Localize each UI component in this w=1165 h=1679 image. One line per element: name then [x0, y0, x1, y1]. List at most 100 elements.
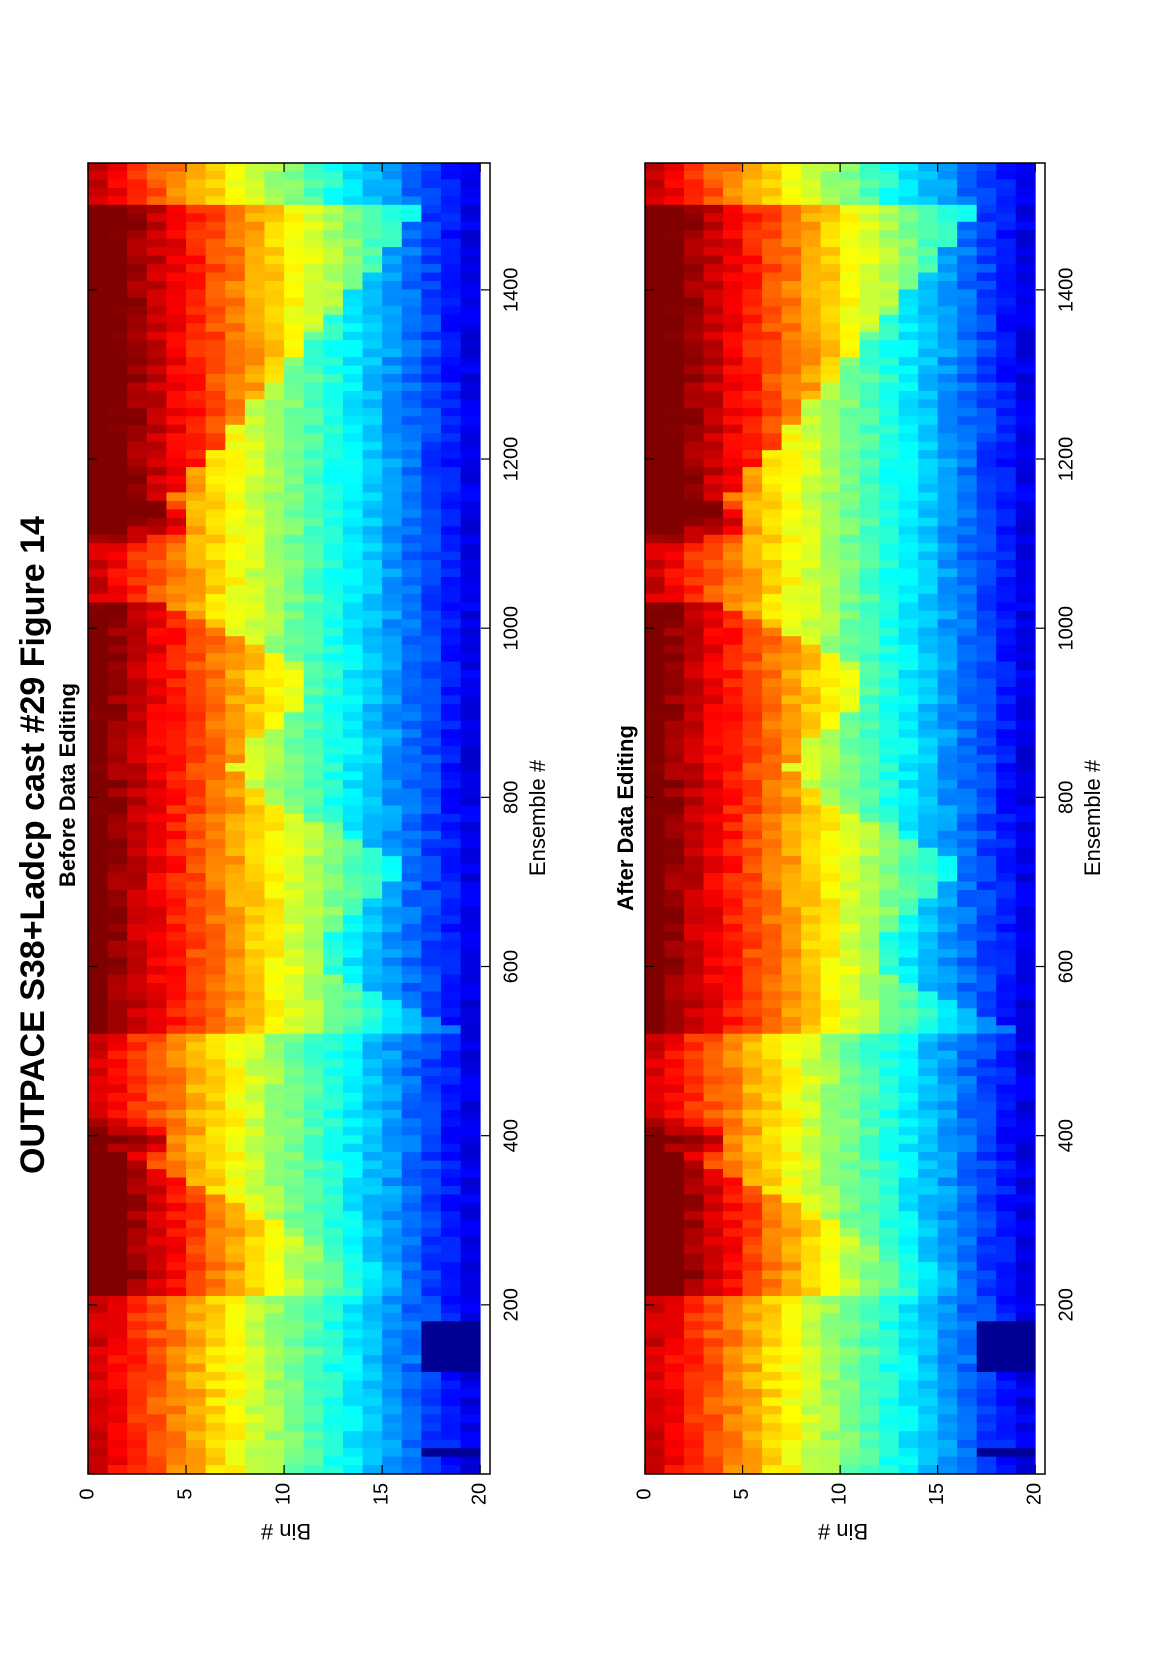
heatmap-cell	[703, 686, 724, 696]
heatmap-cell	[460, 356, 481, 366]
heatmap-cell	[88, 974, 109, 983]
heatmap-cell	[460, 1067, 481, 1077]
heatmap-cell	[898, 999, 919, 1009]
heatmap-cell	[205, 339, 226, 349]
heatmap-cell	[244, 771, 265, 780]
heatmap-cell	[957, 1380, 978, 1389]
heatmap-cell	[723, 779, 743, 789]
heatmap-cell	[723, 711, 743, 721]
heatmap-cell	[762, 1329, 782, 1339]
heatmap-cell	[742, 1337, 763, 1347]
heatmap-cell	[146, 1447, 167, 1457]
heatmap-cell	[166, 855, 187, 865]
heatmap-cell	[342, 720, 363, 730]
heatmap-cell	[918, 923, 939, 933]
heatmap-cell	[186, 255, 207, 265]
heatmap-cell	[244, 1278, 265, 1288]
heatmap-cell	[323, 255, 344, 265]
heatmap-cell	[342, 204, 363, 214]
heatmap-cell	[684, 1354, 704, 1364]
heatmap-cell	[166, 601, 187, 611]
heatmap-cell	[460, 458, 481, 468]
heatmap-cell	[401, 610, 422, 620]
heatmap-cell	[957, 855, 978, 865]
heatmap-cell	[244, 348, 265, 358]
heatmap-cell	[996, 1295, 1017, 1305]
heatmap-cell	[421, 373, 442, 383]
heatmap-cell	[244, 170, 265, 180]
heatmap-cell	[107, 551, 128, 561]
heatmap-cell	[859, 914, 880, 924]
heatmap-cell	[401, 500, 422, 510]
heatmap-cell	[840, 754, 861, 764]
heatmap-cell	[703, 1100, 724, 1110]
heatmap-cell	[284, 1092, 305, 1102]
heatmap-cell	[362, 1380, 383, 1389]
heatmap-cell	[244, 356, 265, 366]
heatmap-cell	[421, 872, 442, 882]
heatmap-cell	[762, 813, 782, 823]
heatmap-cell	[323, 525, 344, 535]
heatmap-cell	[1015, 914, 1036, 924]
heatmap-cell	[107, 813, 128, 823]
heatmap-cell	[264, 305, 285, 315]
heatmap-cell	[88, 762, 109, 772]
heatmap-cell	[342, 322, 363, 332]
heatmap-cell	[723, 813, 743, 823]
heatmap-cell	[879, 1278, 900, 1288]
heatmap-cell	[382, 593, 403, 603]
heatmap-cell	[186, 415, 207, 425]
heatmap-cell	[107, 263, 128, 273]
heatmap-cell	[684, 1050, 704, 1060]
heatmap-cell	[996, 1371, 1017, 1381]
heatmap-cell	[401, 1143, 422, 1153]
heatmap-cell	[684, 821, 704, 831]
heatmap-cell	[244, 415, 265, 425]
heatmap-cell	[186, 1278, 207, 1288]
heatmap-cell	[440, 610, 461, 620]
heatmap-cell	[166, 838, 187, 848]
heatmap-cell	[205, 492, 226, 501]
heatmap-cell	[664, 1346, 685, 1356]
heatmap-cell	[996, 1202, 1017, 1212]
heatmap-cell	[460, 762, 481, 772]
heatmap-cell	[460, 1041, 481, 1051]
heatmap-cell	[401, 1295, 422, 1305]
heatmap-cell	[742, 703, 763, 713]
heatmap-cell	[225, 762, 246, 772]
heatmap-cell	[421, 635, 442, 645]
heatmap-cell	[303, 339, 324, 349]
heatmap-cell	[781, 796, 802, 806]
heatmap-cell	[421, 246, 442, 256]
x-tick-label: 800	[500, 781, 522, 814]
heatmap-cell	[898, 1312, 919, 1322]
heatmap-cell	[820, 931, 841, 941]
heatmap-cell	[284, 703, 305, 713]
heatmap-cell	[937, 1363, 958, 1373]
heatmap-cell	[401, 1312, 422, 1322]
heatmap-cell	[284, 1126, 305, 1136]
heatmap-cell	[323, 965, 344, 975]
heatmap-cell	[742, 999, 763, 1009]
heatmap-cell	[244, 872, 265, 882]
heatmap-cell	[186, 695, 207, 704]
heatmap-cell	[303, 1160, 324, 1170]
heatmap-cell	[820, 1109, 841, 1119]
heatmap-cell	[88, 280, 109, 290]
heatmap-cell	[382, 864, 403, 874]
heatmap-cell	[264, 686, 285, 696]
heatmap-cell	[742, 864, 763, 874]
heatmap-cell	[186, 229, 207, 239]
heatmap-cell	[401, 1058, 422, 1068]
heatmap-cell	[284, 289, 305, 298]
heatmap-cell	[264, 339, 285, 349]
heatmap-cell	[859, 940, 880, 950]
heatmap-cell	[976, 1041, 997, 1051]
heatmap-cell	[323, 517, 344, 527]
heatmap-cell	[440, 551, 461, 561]
heatmap-cell	[166, 940, 187, 950]
heatmap-cell	[723, 686, 743, 696]
heatmap-cell	[898, 1067, 919, 1077]
heatmap-cell	[323, 280, 344, 290]
heatmap-cell	[918, 1100, 939, 1110]
